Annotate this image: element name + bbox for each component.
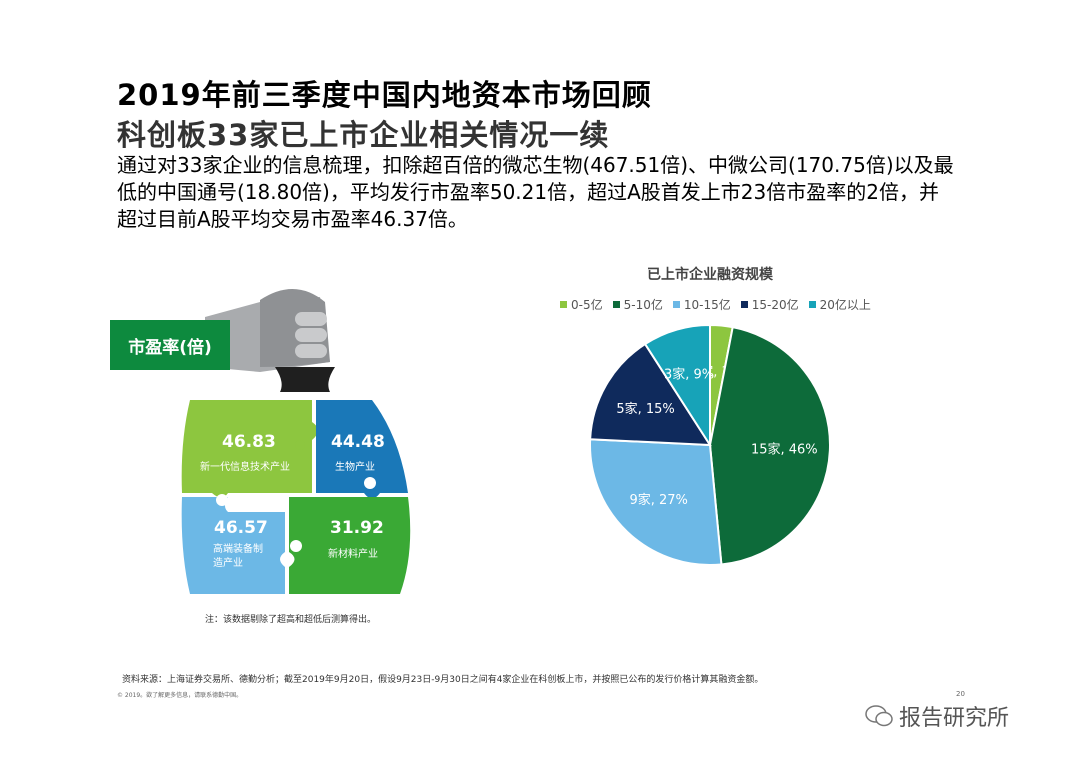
piece-equipment-value: 46.57 [214, 518, 268, 538]
money-bag-illustration [181, 288, 411, 594]
pie-legend: 0-5亿 5-10亿 10-15亿 15-20亿 20亿以上 [560, 296, 890, 313]
pie-data-label: 9家, 27% [629, 492, 687, 508]
pie-title: 已上市企业融资规模 [647, 267, 773, 283]
piece-it-value: 46.83 [222, 432, 276, 452]
piece-materials-value: 31.92 [330, 518, 384, 538]
legend-item: 5-10亿 [612, 296, 663, 313]
legend-item: 15-20亿 [740, 296, 799, 313]
puzzle-piece-equipment [181, 497, 285, 594]
pie-slice [643, 323, 711, 449]
piece-equipment-label: 高端装备制造产业 [213, 544, 263, 569]
watermark: 报告研究所 [865, 700, 1009, 732]
piece-it-label: 新一代信息技术产业 [200, 462, 290, 473]
copyright: © 2019。欲了解更多信息，请联系德勤中国。 [117, 692, 243, 699]
puzzle-piece-it [181, 400, 318, 498]
legend-label: 5-10亿 [623, 298, 663, 312]
legend-label: 10-15亿 [683, 298, 731, 312]
legend-item: 10-15亿 [672, 296, 731, 313]
pie-data-label: 3家, 9% [664, 367, 714, 383]
pie-data-label: 15家, 46% [751, 442, 818, 458]
legend-item: 0-5亿 [560, 296, 603, 313]
legend-swatch [672, 301, 680, 308]
piece-bio-value: 44.48 [331, 432, 385, 452]
legend-label: 15-20亿 [751, 298, 799, 312]
source-note: 资料来源：上海证券交易所、德勤分析；截至2019年9月20日，假设9月23日-9… [122, 675, 764, 685]
page-title: 2019年前三季度中国内地资本市场回顾 [117, 78, 652, 112]
puzzle-piece-bio [316, 400, 408, 499]
pie-data-label: 5家, 15% [616, 401, 674, 417]
watermark-text: 报告研究所 [899, 706, 1010, 731]
page-subtitle: 科创板33家已上市企业相关情况一续 [117, 118, 610, 152]
puzzle-piece-materials [289, 497, 411, 594]
legend-swatch [612, 301, 620, 308]
pie-slice [589, 342, 712, 447]
legend-label: 0-5亿 [571, 298, 603, 312]
piece-materials-label: 新材料产业 [328, 549, 378, 560]
pie-chart: 1家, 3%15家, 46%9家, 27%5家, 15%3家, 9% [589, 323, 831, 566]
legend-swatch [808, 301, 816, 308]
pie-slice [589, 438, 723, 566]
legend-item: 20亿以上 [808, 296, 871, 313]
legend-swatch [560, 301, 567, 308]
bag-note: 注：该数据剔除了超高和超低后测算得出。 [205, 615, 377, 625]
legend-label: 20亿以上 [819, 298, 871, 312]
pie-slice [708, 325, 831, 566]
piece-bio-label: 生物产业 [335, 462, 375, 473]
legend-swatch [740, 301, 748, 308]
pe-ratio-label: 市盈率(倍) [110, 320, 230, 370]
intro-paragraph: 通过对33家企业的信息梳理，扣除超百倍的微芯生物(467.51倍)、中微公司(1… [117, 153, 954, 231]
page-number: 20 [956, 690, 965, 698]
wechat-icon [865, 705, 893, 727]
